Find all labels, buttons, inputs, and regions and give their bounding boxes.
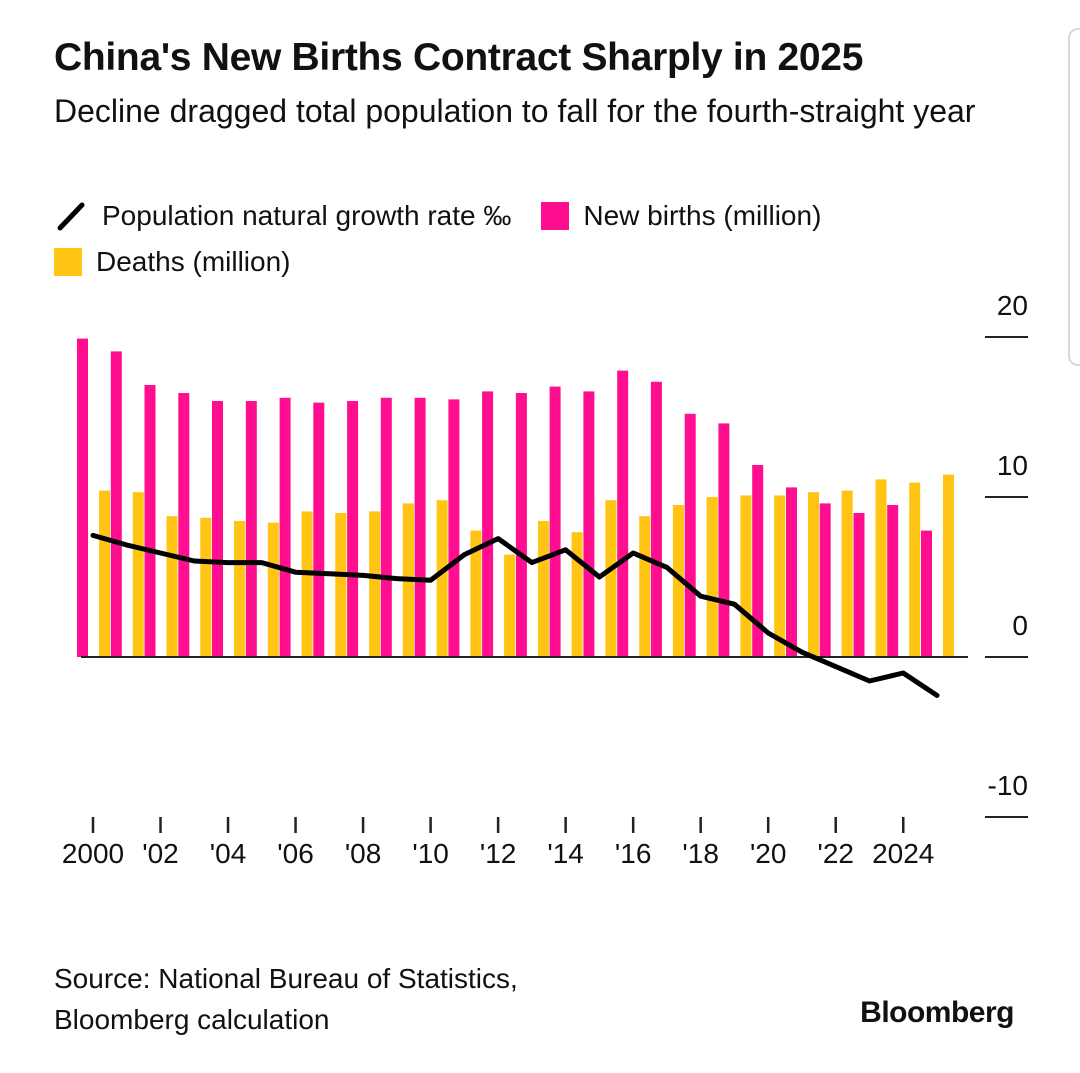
chart-title: China's New Births Contract Sharply in 2… (54, 36, 864, 79)
x-tick-label-06: '06 (277, 838, 314, 869)
x-tick-label-04: '04 (210, 838, 247, 869)
births-bar-2018 (684, 413, 696, 657)
y-tick-label-20: 20 (997, 290, 1028, 321)
deaths-bar-2024 (909, 482, 921, 657)
x-tick-label-12: '12 (480, 838, 517, 869)
x-tick-label-08: '08 (345, 838, 382, 869)
deaths-bar-2018 (706, 497, 718, 657)
births-bar-2005 (245, 401, 257, 657)
deaths-bar-2017 (672, 505, 684, 657)
x-tick-label-02: '02 (142, 838, 179, 869)
growth-rate-line (90, 532, 940, 698)
births-bar-2003 (178, 393, 190, 657)
deaths-bar-2007 (335, 513, 347, 657)
deaths-bar-2010 (436, 500, 448, 657)
legend: Population natural growth rate ‰ New bir… (54, 198, 851, 234)
births-bar-2013 (515, 393, 527, 657)
births-bar-2017 (650, 381, 662, 657)
legend-item-deaths: Deaths (million) (54, 246, 291, 278)
legend-item-growth-rate: Population natural growth rate ‰ (54, 199, 511, 233)
deaths-bar-2011 (470, 530, 482, 657)
births-bar-2025 (921, 530, 932, 657)
births-bar-2007 (313, 402, 325, 657)
deaths-bar-2021 (808, 492, 819, 657)
y-tick-label-0: 0 (1012, 610, 1028, 641)
births-bar-2010 (414, 397, 426, 657)
births-bar-2012 (482, 391, 494, 657)
legend-label-births: New births (million) (583, 200, 822, 231)
births-bar-2009 (380, 397, 392, 657)
source-line-1: Source: National Bureau of Statistics, (54, 963, 518, 994)
deaths-bar-2001 (132, 492, 144, 657)
x-tick-label-22: '22 (817, 838, 854, 869)
side-panel-edge (1068, 28, 1080, 366)
x-tick-label-20: '20 (750, 838, 787, 869)
legend-label-deaths: Deaths (million) (96, 246, 291, 277)
deaths-bar-2008 (369, 511, 381, 657)
deaths-bar-2015 (605, 500, 617, 657)
births-bar-2021 (786, 487, 797, 657)
deaths-bar-2025 (943, 474, 954, 657)
births-bar-2022 (819, 503, 831, 657)
y-tick-label-10: 10 (997, 450, 1028, 481)
deaths-bar-2023 (875, 479, 887, 657)
bloomberg-logo: Bloomberg (860, 996, 1014, 1029)
x-tick-label-14: '14 (547, 838, 584, 869)
deaths-bar-2002 (166, 516, 178, 657)
deaths-bar-2020 (774, 495, 786, 657)
births-bar-2019 (718, 423, 730, 657)
line-swatch-icon (57, 202, 85, 231)
births-bar-2024 (887, 505, 899, 657)
source-note: Source: National Bureau of Statistics, B… (54, 958, 518, 1040)
legend-label-growth-rate: Population natural growth rate ‰ (102, 200, 512, 231)
x-tick-label-16: '16 (615, 838, 652, 869)
births-bar-2004 (212, 401, 223, 657)
deaths-bar-2003 (200, 517, 212, 657)
y-tick-label--10: -10 (988, 770, 1028, 801)
births-bar-2006 (279, 397, 291, 657)
births-bar-2002 (144, 385, 156, 657)
x-tick-label-2024: 2024 (872, 838, 934, 869)
legend-row-2: Deaths (million) (54, 244, 321, 280)
x-tick-label-2000: 2000 (62, 838, 124, 869)
legend-item-births: New births (million) (541, 200, 821, 232)
deaths-bar-2005 (267, 522, 279, 657)
births-bar-2020 (752, 465, 764, 657)
births-swatch (541, 202, 570, 230)
births-bar-2000 (77, 338, 88, 657)
births-bar-2001 (110, 351, 122, 657)
x-tick-label-10: '10 (412, 838, 449, 869)
deaths-swatch (54, 248, 82, 276)
births-bar-2016 (617, 370, 629, 657)
births-bar-2011 (448, 399, 460, 657)
deaths-bar-2013 (537, 521, 549, 657)
deaths-bar-2006 (301, 511, 313, 657)
deaths-bar-2016 (639, 516, 651, 657)
births-bar-2015 (583, 391, 595, 657)
x-tick-label-18: '18 (682, 838, 719, 869)
births-bar-2008 (347, 401, 359, 657)
births-bar-2014 (549, 386, 561, 657)
chart-subtitle: Decline dragged total population to fall… (54, 93, 976, 129)
deaths-bar-2019 (740, 495, 752, 657)
deaths-bar-2014 (571, 532, 583, 657)
source-line-2: Bloomberg calculation (54, 1004, 330, 1035)
deaths-bar-2022 (841, 490, 853, 657)
births-bar-2023 (853, 513, 865, 657)
deaths-bar-2000 (99, 490, 110, 657)
deaths-bar-2004 (234, 521, 245, 657)
deaths-bar-2012 (504, 554, 516, 657)
